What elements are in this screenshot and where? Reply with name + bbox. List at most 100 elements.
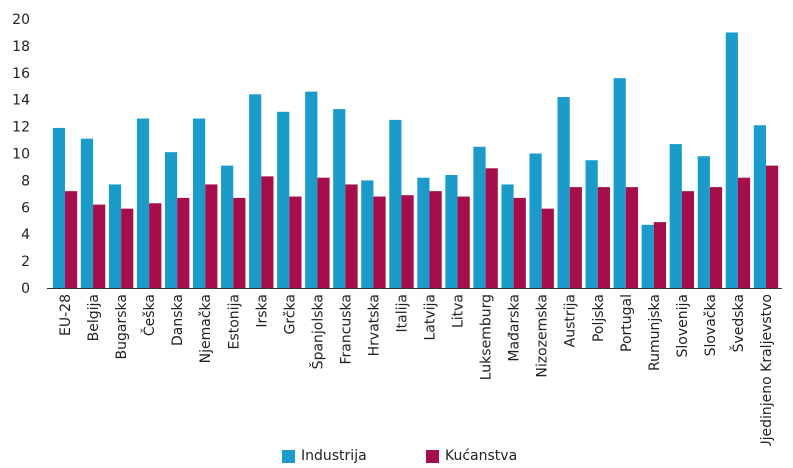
bar-industrija <box>361 180 374 288</box>
bar-kucanstva <box>261 176 274 288</box>
bar-industrija <box>557 97 570 288</box>
bar-kucanstva <box>233 197 246 288</box>
x-category-label: Češka <box>140 294 158 336</box>
bar-kucanstva <box>205 184 218 288</box>
x-category-label: Belgija <box>86 294 102 341</box>
bar-kucanstva <box>345 184 358 288</box>
x-category-label: Rumunjska <box>647 294 663 371</box>
bar-kucanstva <box>121 208 134 288</box>
y-tick-label: 14 <box>12 93 30 109</box>
legend-item-kucanstva: Kućanstva <box>426 448 517 464</box>
bar-industrija <box>585 160 598 288</box>
y-tick-label: 16 <box>12 66 30 82</box>
bar-industrija <box>249 94 262 288</box>
bar-industrija <box>669 144 682 288</box>
bar-industrija <box>529 153 542 288</box>
bar-industrija <box>753 125 766 288</box>
bar-industrija <box>221 165 234 288</box>
bar-industrija <box>641 224 654 288</box>
y-tick-label: 20 <box>12 12 30 28</box>
x-category-label: Mađarska <box>507 294 523 362</box>
bar-industrija <box>333 109 346 289</box>
x-category-label: Estonija <box>226 294 242 349</box>
legend-item-industrija: Industrija <box>282 448 367 464</box>
x-category-label: Portugal <box>619 294 635 352</box>
bar-kucanstva <box>289 196 302 288</box>
bar-industrija <box>473 146 486 288</box>
x-category-label: Njemačka <box>198 294 214 363</box>
bar-kucanstva <box>737 177 751 288</box>
y-tick-label: 18 <box>12 39 30 55</box>
bar-kucanstva <box>541 208 554 288</box>
bar-kucanstva <box>765 165 779 288</box>
x-category-label: Danska <box>170 294 186 346</box>
x-category-label: Ujedinjeno Kraljevstvo <box>759 294 775 446</box>
legend-swatch-kucanstva <box>426 449 439 463</box>
legend-label-kucanstva: Kućanstva <box>445 448 518 464</box>
bar-industrija <box>136 118 150 288</box>
bar-kucanstva <box>681 191 695 288</box>
y-tick-label: 8 <box>21 173 30 189</box>
x-category-label: Italija <box>394 294 410 332</box>
x-category-label: Latvija <box>423 294 439 341</box>
bar-kucanstva <box>457 196 470 288</box>
x-category-label: Litva <box>451 294 467 328</box>
x-category-label: Francuska <box>338 294 354 365</box>
bar-kucanstva <box>373 196 386 288</box>
bar-kucanstva <box>93 204 106 288</box>
x-category-label: Grčka <box>282 294 298 334</box>
y-tick-label: 2 <box>21 254 30 270</box>
bar-industrija <box>164 152 178 288</box>
x-category-label: Bugarska <box>114 294 130 359</box>
bar-kucanstva <box>597 187 610 288</box>
legend: Industrija Kućanstva <box>0 446 793 468</box>
x-category-label: Hrvatska <box>366 294 382 356</box>
bar-kucanstva <box>485 168 498 288</box>
bar-industrija <box>305 91 318 288</box>
bar-kucanstva <box>149 203 162 288</box>
bar-industrija <box>697 156 710 288</box>
bar-chart: 0 2 4 6 8 10 12 14 16 18 20 EU-28 Belgija Bugarska Če… <box>12 12 782 446</box>
bar-industrija <box>501 184 514 288</box>
legend-swatch-industrija <box>282 449 295 463</box>
x-category-label: Nizozemska <box>535 294 551 378</box>
x-category-label: Slovačka <box>703 294 719 356</box>
x-category-label: Španjolska <box>308 294 326 369</box>
bar-industrija <box>725 32 738 289</box>
y-tick-label: 12 <box>12 120 30 136</box>
y-axis: 0 2 4 6 8 10 12 14 16 18 20 <box>12 12 30 297</box>
bar-kucanstva <box>625 187 638 288</box>
bar-kucanstva <box>653 222 667 288</box>
x-category-label: Slovenija <box>675 294 691 357</box>
bar-industrija <box>108 184 122 288</box>
y-tick-label: 0 <box>21 281 30 297</box>
legend-label-industrija: Industrija <box>301 448 367 464</box>
bar-industrija <box>417 177 430 288</box>
bar-kucanstva <box>177 197 190 288</box>
y-tick-label: 4 <box>21 227 30 243</box>
x-category-label: EU-28 <box>58 294 74 336</box>
x-category-label: Luksemburg <box>479 294 495 380</box>
bar-kucanstva <box>401 195 414 288</box>
bar-industrija <box>445 175 458 288</box>
bar-industrija <box>389 119 402 288</box>
bar-industrija <box>80 138 94 288</box>
bar-kucanstva <box>65 191 78 288</box>
bar-industrija <box>277 111 290 289</box>
bars <box>52 32 779 289</box>
x-category-label: Austrija <box>563 294 579 347</box>
x-category-label: Poljska <box>591 294 607 342</box>
x-category-label: Švedska <box>729 294 747 352</box>
bar-kucanstva <box>429 191 442 288</box>
bar-kucanstva <box>569 187 582 288</box>
x-axis-labels: EU-28 Belgija Bugarska Češka Danska Njemačka E… <box>58 294 775 446</box>
y-tick-label: 10 <box>12 147 30 163</box>
bar-industrija <box>193 118 206 288</box>
bar-kucanstva <box>513 197 526 288</box>
x-category-label: Irska <box>254 294 270 328</box>
y-tick-label: 6 <box>21 200 30 216</box>
bar-industrija <box>52 127 66 288</box>
bar-industrija <box>613 78 626 289</box>
bar-kucanstva <box>709 187 723 288</box>
bar-kucanstva <box>317 177 330 288</box>
